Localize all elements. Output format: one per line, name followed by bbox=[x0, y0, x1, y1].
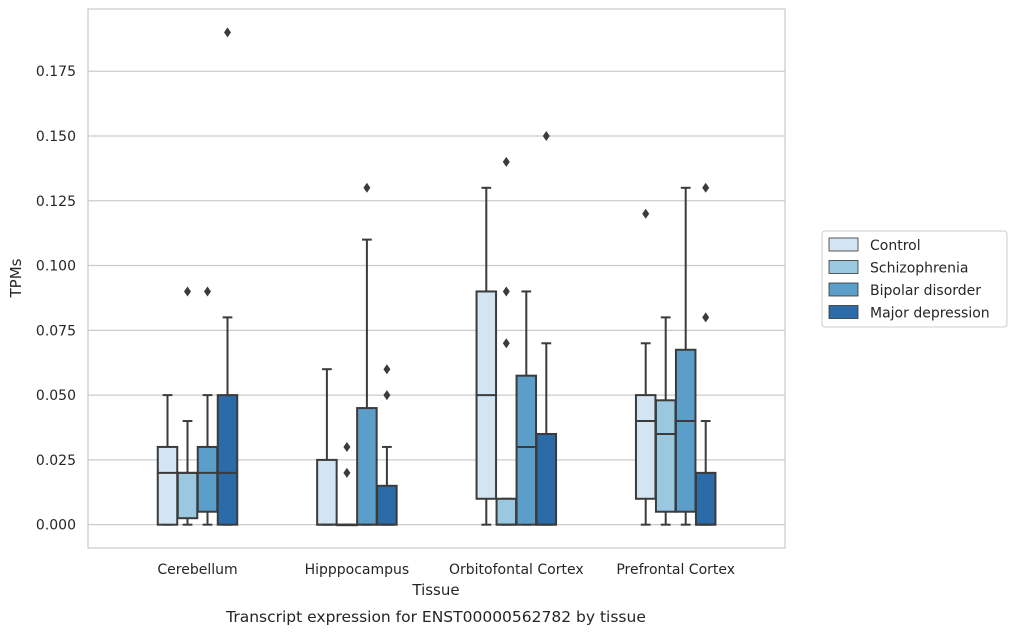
y-axis-ticks: 0.000 0.025 0.050 0.075 0.100 0.125 0.150 0.175 bbox=[36, 64, 76, 533]
y-axis-label: TPMs bbox=[7, 258, 25, 298]
y-tick-label: 0.175 bbox=[36, 64, 76, 80]
chart-subtitle: Transcript expression for ENST0000056278… bbox=[225, 608, 646, 626]
legend-swatch bbox=[828, 305, 859, 319]
box-schizophrenia bbox=[336, 441, 358, 527]
box-iqr bbox=[376, 484, 398, 526]
y-tick-label: 0.050 bbox=[36, 388, 76, 404]
box-iqr bbox=[515, 374, 538, 526]
box-iqr bbox=[674, 348, 697, 513]
outlier-point bbox=[204, 286, 211, 297]
y-tick-label: 0.075 bbox=[36, 323, 76, 339]
box-iqr bbox=[176, 471, 199, 520]
box-iqr bbox=[316, 458, 338, 526]
x-axis-label: Tissue bbox=[411, 581, 459, 599]
box-iqr bbox=[495, 497, 518, 526]
x-tick-label: Cerebellum bbox=[157, 562, 237, 578]
y-tick-label: 0.025 bbox=[36, 453, 76, 469]
box-iqr bbox=[694, 471, 717, 526]
box-bipolar-disorder bbox=[515, 290, 538, 526]
legend: Control Schizophrenia Bipolar disorder Majo… bbox=[821, 230, 1008, 328]
legend-label: Major depression bbox=[870, 306, 990, 322]
outlier-point bbox=[702, 182, 710, 193]
y-tick-label: 0.150 bbox=[36, 129, 76, 145]
outlier-point bbox=[502, 156, 510, 167]
box-iqr bbox=[634, 394, 657, 500]
x-tick-label: Prefrontal Cortex bbox=[616, 562, 735, 578]
legend-label: Control bbox=[870, 238, 921, 254]
legend-swatch bbox=[828, 282, 859, 297]
outlier-point bbox=[224, 27, 231, 38]
y-tick-label: 0.125 bbox=[36, 194, 76, 210]
legend-label: Bipolar disorder bbox=[870, 283, 981, 299]
box-major-depression bbox=[535, 130, 558, 526]
x-axis-ticks: Cerebellum Hipppocampus Orbitofontal Corte… bbox=[157, 562, 735, 578]
boxes bbox=[156, 27, 717, 527]
box-iqr bbox=[216, 394, 239, 526]
box-iqr bbox=[356, 407, 378, 526]
box-bipolar-disorder bbox=[674, 186, 697, 526]
box-iqr bbox=[156, 445, 179, 526]
plot-area-frame bbox=[87, 8, 786, 549]
box-control bbox=[475, 186, 498, 526]
box-control bbox=[316, 368, 338, 526]
x-tick-label: Hipppocampus bbox=[305, 562, 410, 578]
outlier-point bbox=[502, 338, 510, 349]
y-tick-label: 0.100 bbox=[36, 259, 76, 275]
box-control bbox=[634, 208, 657, 526]
outlier-point bbox=[184, 286, 191, 297]
outlier-point bbox=[642, 208, 650, 219]
outlier-point bbox=[363, 182, 371, 193]
outlier-point bbox=[542, 130, 550, 141]
box-bipolar-disorder bbox=[196, 286, 219, 526]
outlier-point bbox=[343, 441, 351, 452]
box-schizophrenia bbox=[495, 156, 518, 526]
y-tick-label: 0.000 bbox=[36, 518, 76, 534]
legend-swatch bbox=[828, 260, 859, 274]
box-bipolar-disorder bbox=[356, 182, 378, 526]
outlier-point bbox=[383, 390, 391, 401]
outlier-point bbox=[702, 312, 710, 323]
outlier-point bbox=[502, 286, 510, 297]
legend-frame bbox=[821, 230, 1008, 328]
box-control bbox=[156, 394, 179, 526]
box-iqr bbox=[535, 432, 558, 526]
box-major-depression bbox=[216, 27, 239, 526]
box-major-depression bbox=[376, 364, 398, 526]
outlier-point bbox=[383, 364, 391, 375]
box-schizophrenia bbox=[176, 286, 199, 526]
box-major-depression bbox=[694, 182, 717, 526]
box-iqr bbox=[654, 399, 677, 513]
box-schizophrenia bbox=[654, 316, 677, 526]
outlier-point bbox=[343, 467, 351, 478]
legend-swatch bbox=[828, 237, 859, 252]
x-tick-label: Orbitofontal Cortex bbox=[449, 562, 584, 578]
legend-label: Schizophrenia bbox=[870, 261, 968, 277]
box-iqr bbox=[196, 445, 219, 513]
